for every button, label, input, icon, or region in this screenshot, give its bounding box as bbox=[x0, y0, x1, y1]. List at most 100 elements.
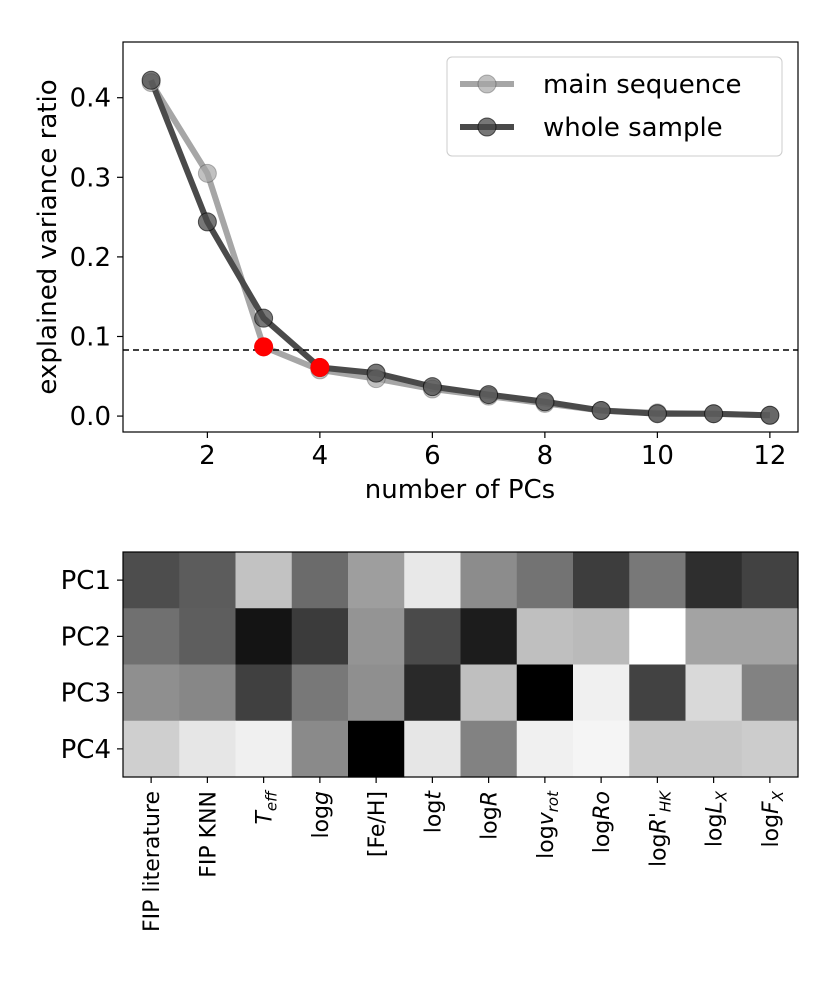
col-label-loglx: logLX bbox=[703, 790, 731, 847]
point-whole-sample bbox=[591, 401, 611, 421]
heatmap-cell-pc3-logr bbox=[460, 664, 518, 722]
heatmap-cell-pc2-logr-hk bbox=[629, 608, 687, 666]
heatmap-cell-pc3-logt bbox=[404, 664, 462, 722]
heatmap-cell-pc1-logt bbox=[404, 552, 462, 609]
legend-label-whole-sample: whole sample bbox=[543, 113, 723, 143]
heatmap-cell-pc3-logr-hk bbox=[629, 664, 687, 722]
x-tick-label: 4 bbox=[312, 441, 329, 471]
y-tick-label: 0.3 bbox=[70, 163, 111, 193]
heatmap-cell-pc4-logr bbox=[460, 720, 518, 778]
col-label-teff: Teff bbox=[253, 789, 281, 825]
heatmap-cell-pc3-logfx bbox=[741, 664, 799, 722]
heatmap-cell-pc1-teff bbox=[235, 552, 293, 609]
x-tick-label: 6 bbox=[424, 441, 441, 471]
heatmap-cell-pc3-teff bbox=[235, 664, 293, 722]
col-label-fip-knn: FIP KNN bbox=[196, 791, 221, 878]
heatmap-cell-pc2-logr bbox=[460, 608, 518, 666]
y-axis-label: explained variance ratio bbox=[33, 79, 63, 394]
x-tick-label: 2 bbox=[199, 441, 216, 471]
heatmap-cell-pc3-fe-h bbox=[348, 664, 405, 722]
plot-frame bbox=[122, 41, 799, 433]
point-whole-sample bbox=[479, 385, 499, 405]
heatmap-cell-pc3-logvrot bbox=[516, 664, 574, 722]
heatmap-cell-pc4-fip-knn bbox=[179, 720, 237, 778]
heatmap-cell-pc3-logro bbox=[573, 664, 630, 722]
heatmap-frame bbox=[122, 551, 799, 778]
elbow-highlight-point bbox=[310, 358, 330, 378]
point-main-sequence bbox=[197, 163, 217, 183]
x-tick-label: 12 bbox=[753, 441, 786, 471]
heatmap-cell-pc2-logro bbox=[573, 608, 630, 666]
heatmap-cell-pc1-fip-knn bbox=[179, 552, 237, 609]
legend-frame bbox=[446, 56, 783, 157]
col-label-logfx: logFX bbox=[759, 790, 787, 847]
heatmap-cell-pc2-fip-knn bbox=[179, 608, 237, 666]
x-tick-label: 8 bbox=[537, 441, 554, 471]
legend-marker-whole-sample bbox=[477, 117, 497, 137]
legend: main sequence whole sample bbox=[446, 56, 783, 157]
heatmap-cell-pc4-loglx bbox=[685, 720, 743, 778]
row-label-pc1: PC1 bbox=[61, 566, 111, 596]
point-whole-sample bbox=[422, 377, 442, 397]
col-label-logvrot: logvrot bbox=[534, 790, 562, 859]
heatmap-cell-pc4-logr-hk bbox=[629, 720, 687, 778]
heatmap-cell-pc1-logvrot bbox=[516, 552, 574, 609]
y-tick-label: 0.0 bbox=[70, 402, 111, 432]
heatmap-cell-pc2-teff bbox=[235, 608, 293, 666]
row-label-pc3: PC3 bbox=[61, 679, 111, 709]
x-tick-label: 10 bbox=[641, 441, 674, 471]
heatmap-cell-pc2-logg bbox=[291, 608, 349, 666]
heatmap-cell-pc4-fip-literature bbox=[123, 720, 180, 778]
heatmap-cell-pc1-fe-h bbox=[348, 552, 405, 609]
heatmap-cell-pc4-logvrot bbox=[516, 720, 574, 778]
heatmap-cell-pc2-fe-h bbox=[348, 608, 405, 666]
col-label-fe-h: [Fe/H] bbox=[365, 791, 390, 857]
heatmap-cell-pc1-fip-literature bbox=[123, 552, 180, 609]
heatmap-cell-pc2-logt bbox=[404, 608, 462, 666]
heatmap-cell-pc2-fip-literature bbox=[123, 608, 180, 666]
heatmap-cell-pc2-loglx bbox=[685, 608, 743, 666]
col-label-fip-literature: FIP literature bbox=[140, 791, 165, 932]
heatmap-cell-pc4-logro bbox=[573, 720, 630, 778]
point-whole-sample bbox=[254, 308, 274, 328]
point-whole-sample bbox=[141, 70, 161, 90]
col-label-logr: logR bbox=[478, 791, 503, 840]
point-whole-sample bbox=[704, 404, 724, 424]
legend-label-main-sequence: main sequence bbox=[543, 70, 742, 100]
x-axis-label: number of PCs bbox=[365, 475, 555, 505]
col-label-logt: logt bbox=[421, 790, 446, 834]
y-tick-label: 0.1 bbox=[70, 322, 111, 352]
point-whole-sample bbox=[366, 363, 386, 383]
heatmap-cell-pc3-fip-knn bbox=[179, 664, 237, 722]
col-label-logr-hk: logR'HK bbox=[646, 790, 674, 867]
heatmap-cell-pc1-logfx bbox=[741, 552, 799, 609]
heatmap-cell-pc4-logt bbox=[404, 720, 462, 778]
y-tick-label: 0.4 bbox=[70, 84, 111, 114]
explained-variance-chart: 2 4 6 8 10 12 0.0 0.1 0.2 0.3 0.4 number of PCs e… bbox=[33, 41, 799, 505]
col-label-logg: logg bbox=[309, 791, 334, 839]
heatmap-cell-pc4-logg bbox=[291, 720, 349, 778]
heatmap-cell-pc4-logfx bbox=[741, 720, 799, 778]
point-whole-sample bbox=[535, 392, 555, 412]
heatmap-cell-pc4-teff bbox=[235, 720, 293, 778]
heatmap-cell-pc2-logvrot bbox=[516, 608, 574, 666]
point-whole-sample bbox=[647, 404, 667, 424]
heatmap-cell-pc1-logg bbox=[291, 552, 349, 609]
heatmap-cell-pc1-logr-hk bbox=[629, 552, 687, 609]
point-whole-sample bbox=[197, 212, 217, 232]
heatmap-cell-pc1-logro bbox=[573, 552, 630, 609]
point-whole-sample bbox=[760, 405, 780, 425]
heatmap-cell-pc3-fip-literature bbox=[123, 664, 180, 722]
legend-marker-main-sequence bbox=[477, 74, 497, 94]
y-tick-label: 0.2 bbox=[70, 243, 111, 273]
heatmap-cell-pc3-logg bbox=[291, 664, 349, 722]
heatmap-cell-pc1-loglx bbox=[685, 552, 743, 609]
row-label-pc4: PC4 bbox=[61, 735, 111, 765]
heatmap-cell-pc4-fe-h bbox=[348, 720, 405, 778]
row-label-pc2: PC2 bbox=[61, 622, 111, 652]
col-label-logro: logRo bbox=[590, 791, 615, 853]
elbow-highlight-point bbox=[254, 337, 274, 357]
heatmap-cell-pc3-loglx bbox=[685, 664, 743, 722]
